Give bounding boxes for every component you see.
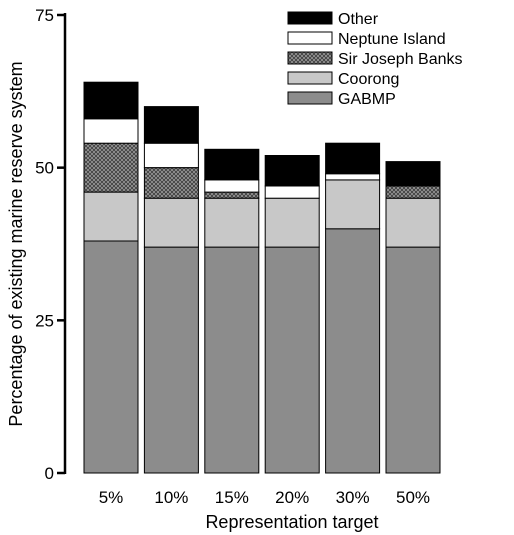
bar-segment-other-5 [83,81,139,120]
plot-area [83,81,441,474]
legend-label-other: Other [338,11,379,28]
x-tick-label: 30% [336,488,370,507]
x-axis-title: Representation target [205,512,378,532]
x-tick-label: 20% [275,488,309,507]
x-tick-label: 10% [154,488,188,507]
bar-segment-gabmp-15 [204,246,260,474]
bar-segment-other-50 [385,161,441,187]
y-tick-label: 75 [35,6,54,25]
legend-swatch-coorong [287,71,333,85]
bar-segment-neptune-island-5 [83,118,139,144]
bar-segment-sir-joseph-banks-50 [385,185,441,199]
bar-segment-coorong-5 [83,191,139,242]
legend-swatch-other [287,11,333,25]
legend-swatch-sir-joseph-banks [287,51,333,65]
legend-label-neptune-island: Neptune Island [338,31,446,48]
bar-segment-other-10 [143,106,199,144]
legend-label-gabmp: GABMP [338,91,396,108]
legend: Other Neptune Island Sir Joseph Banks Cooro… [287,11,463,108]
bar-segment-other-30 [325,142,381,175]
bar-segment-sir-joseph-banks-15 [204,191,260,199]
legend-label-coorong: Coorong [338,71,399,88]
bar-segment-neptune-island-15 [204,179,260,193]
y-tick-label: 0 [45,464,54,483]
y-tick-label: 25 [35,311,54,330]
x-tick-label: 15% [215,488,249,507]
bar-segment-neptune-island-10 [143,142,199,169]
bar-segment-gabmp-50 [385,246,441,474]
bar-segment-coorong-15 [204,197,260,248]
axes: 5% 10% 15% 20% 30% 50% 0 25 50 75 [35,6,430,507]
bar-segment-gabmp-5 [83,240,139,474]
legend-swatch-gabmp [287,91,333,105]
bar-segment-coorong-50 [385,197,441,248]
bar-segment-gabmp-20 [264,246,320,474]
bar-segment-gabmp-10 [143,246,199,474]
bar-segment-neptune-island-30 [325,173,381,181]
bar-segment-neptune-island-20 [264,185,320,199]
legend-swatch-neptune-island [287,31,333,45]
y-tick-label: 50 [35,159,54,178]
bar-segment-sir-joseph-banks-10 [143,167,199,199]
bar-segment-coorong-10 [143,197,199,248]
x-tick-label: 5% [99,488,124,507]
bar-segment-coorong-20 [264,197,320,248]
y-axis-title: Percentage of existing marine reserve sy… [6,61,26,426]
x-tick-label: 50% [396,488,430,507]
legend-label-sir-joseph-banks: Sir Joseph Banks [338,51,463,68]
bar-segment-sir-joseph-banks-5 [83,142,139,193]
bar-segment-gabmp-30 [325,228,381,474]
bar-segment-other-20 [264,155,320,187]
bar-segment-other-15 [204,148,260,181]
bar-segment-coorong-30 [325,179,381,230]
